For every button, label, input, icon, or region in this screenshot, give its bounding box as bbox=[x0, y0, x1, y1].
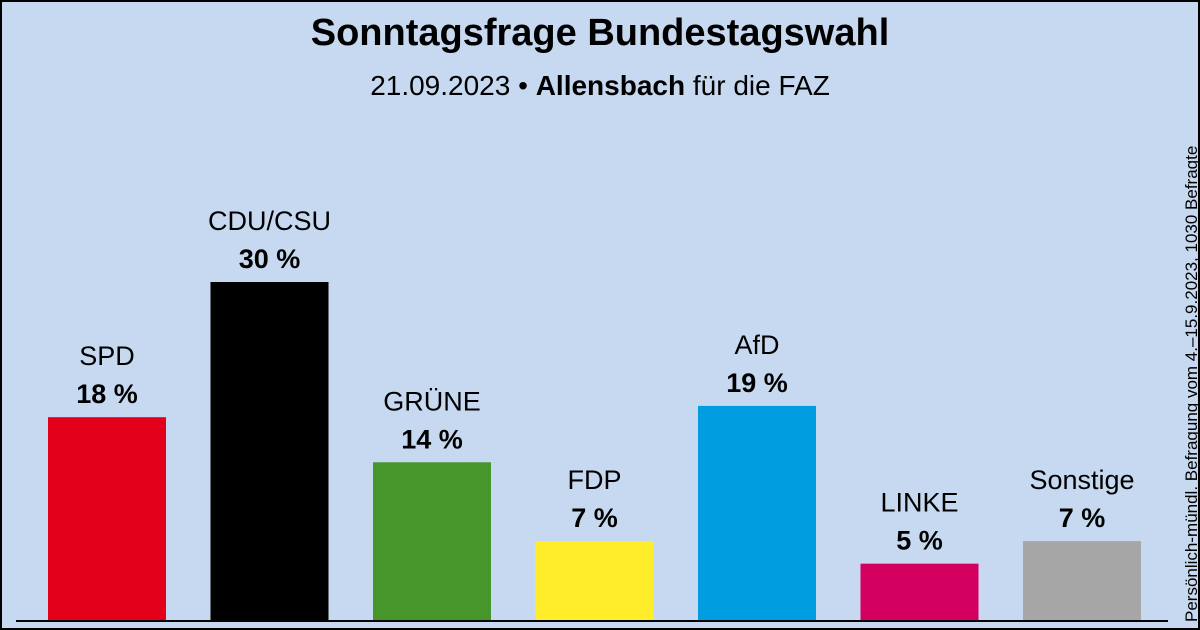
value-label-linke: 5 % bbox=[896, 526, 943, 556]
bar-sonstige bbox=[1023, 541, 1141, 620]
category-label-gr-ne: GRÜNE bbox=[383, 386, 481, 416]
category-label-spd: SPD bbox=[79, 341, 135, 371]
category-label-sonstige: Sonstige bbox=[1029, 465, 1134, 495]
subtitle-separator: • bbox=[518, 70, 528, 101]
bar-linke bbox=[860, 563, 979, 620]
bar-gr-ne bbox=[373, 462, 491, 620]
survey-method-note: Persönlich-mündl. Befragung vom 4.–15.9.… bbox=[1182, 145, 1200, 622]
chart-subtitle: 21.09.2023 • Allensbach für die FAZ bbox=[2, 70, 1198, 102]
value-label-cdu-csu: 30 % bbox=[239, 244, 301, 274]
category-label-fdp: FDP bbox=[568, 465, 622, 495]
category-label-afd: AfD bbox=[734, 330, 779, 360]
value-label-gr-ne: 14 % bbox=[401, 424, 463, 454]
bar-afd bbox=[698, 405, 816, 620]
bar-spd bbox=[48, 417, 166, 620]
survey-date: 21.09.2023 bbox=[370, 70, 511, 101]
value-label-sonstige: 7 % bbox=[1059, 503, 1106, 533]
value-label-afd: 19 % bbox=[726, 368, 788, 398]
institute-name: Allensbach bbox=[535, 70, 686, 101]
category-label-cdu-csu: CDU/CSU bbox=[208, 206, 331, 236]
value-label-fdp: 7 % bbox=[571, 503, 618, 533]
chart-title: Sonntagsfrage Bundestagswahl bbox=[310, 12, 890, 54]
bar-cdu-csu bbox=[210, 282, 329, 620]
client-name: für die FAZ bbox=[692, 70, 830, 101]
bar-fdp bbox=[535, 541, 654, 620]
category-label-linke: LINKE bbox=[880, 488, 958, 518]
value-label-spd: 18 % bbox=[76, 379, 138, 409]
